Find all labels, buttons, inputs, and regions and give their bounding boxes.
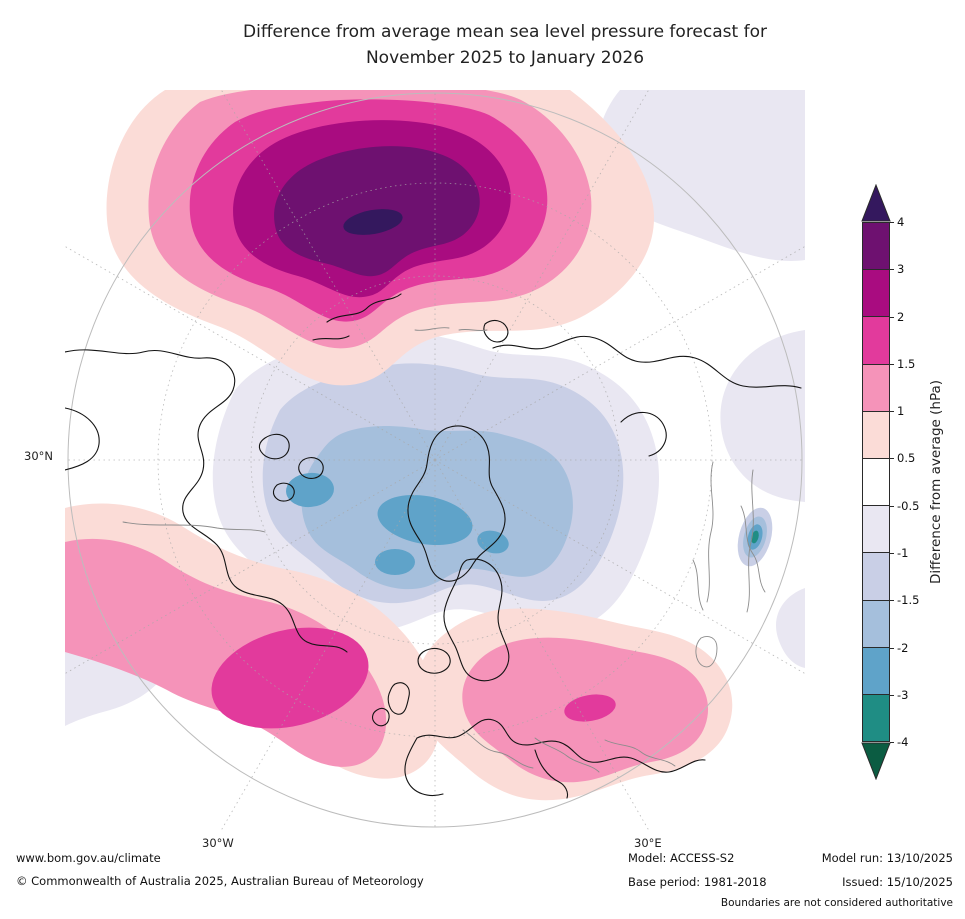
footer-base-period: Base period: 1981-2018 [628, 875, 767, 889]
coast-iceland [417, 647, 451, 674]
country-borders [122, 327, 766, 773]
polar-low-core [377, 494, 473, 546]
colorbar-lower-arrow-shape [861, 742, 891, 780]
footer-disclaimer: Boundaries are not considered authoritat… [720, 897, 953, 909]
colorbar-tick [890, 553, 894, 554]
colorbar-segment [863, 646, 889, 694]
polar-low-core [286, 472, 334, 508]
coast-bering [312, 293, 402, 341]
colorbar-tick [890, 600, 894, 601]
colorbar-tick-label: 2 [897, 310, 905, 324]
colorbar-tick-label: 4 [897, 215, 905, 229]
anomaly-polar-low [212, 332, 660, 632]
colorbar-tick [890, 506, 894, 507]
coast-british-isles [372, 682, 410, 727]
coast-eurasia-arctic [483, 319, 802, 457]
colorbar-segment [863, 223, 889, 270]
polar-low-core [477, 530, 509, 554]
anomaly-mediterranean-high [416, 608, 733, 801]
colorbar-segment [863, 693, 889, 742]
footer-website: www.bom.gov.au/climate [16, 851, 161, 865]
colorbar-segment [863, 599, 889, 647]
longitude-label-30e: 30°E [634, 836, 662, 850]
chart-title-line-1: Difference from average mean sea level p… [243, 22, 767, 42]
lavender-patch-right [720, 330, 805, 502]
colorbar-segment [863, 457, 889, 506]
borders-europe [462, 729, 676, 773]
colorbar-tick [890, 695, 894, 696]
colorbar-tick-label: -1.5 [897, 593, 920, 607]
polar-low-core [375, 549, 415, 575]
longitude-label-30w: 30°W [202, 836, 234, 850]
borders-asia [692, 461, 766, 613]
borders-north-america [122, 521, 266, 533]
colorbar-tick-label: -3 [897, 688, 909, 702]
lavender-patch-right-lower [776, 588, 805, 668]
colorbar-tick [890, 222, 894, 223]
colorbar-tick-label: -4 [897, 735, 909, 749]
polar-low-cores [286, 472, 509, 575]
mediterranean-high-core [564, 694, 616, 722]
caspian-sea [695, 636, 718, 668]
latitude-label-30n: 30°N [24, 449, 53, 463]
colorbar [862, 222, 890, 742]
colorbar-tick [890, 269, 894, 270]
colorbar-tick-label: -0.5 [897, 499, 920, 513]
colorbar-tick-label: -1 [897, 546, 909, 560]
colorbar-title: Difference from average (hPa) [928, 379, 944, 585]
footer-model: Model: ACCESS-S2 [628, 851, 735, 865]
colorbar-tick [890, 648, 894, 649]
anomaly-arctic-high [106, 82, 655, 386]
colorbar-segment [863, 552, 889, 600]
colorbar-segment [863, 363, 889, 411]
coast-arctic-islands [258, 433, 324, 502]
colorbar-tick-label: 3 [897, 262, 905, 276]
chart-title-line-2: November 2025 to January 2026 [365, 48, 645, 68]
colorbar-segment [863, 316, 889, 364]
colorbar-tick-label: 1.5 [897, 357, 916, 371]
colorbar-tick-label: -2 [897, 641, 909, 655]
sea-ice-edge [414, 327, 488, 332]
atlantic-high-core [211, 627, 369, 729]
colorbar-tick-label: 0.5 [897, 451, 916, 465]
coast-north-america [64, 349, 348, 653]
colorbar-tick [890, 458, 894, 459]
colorbar-segment [863, 410, 889, 458]
colorbar-tick [890, 364, 894, 365]
colorbar-tick [890, 317, 894, 318]
colorbar-tick [890, 742, 894, 743]
coast-scandinavia [443, 558, 510, 682]
anomaly-atlantic-high [65, 503, 441, 779]
colorbar-upper-arrow-shape [861, 184, 891, 222]
arctic-high-core [343, 209, 403, 235]
colorbar-lower-extend-arrow [861, 742, 891, 780]
footer-issued: Issued: 15/10/2025 [842, 875, 953, 889]
latitude-circle-30n [67, 92, 803, 828]
footer-model-run: Model run: 13/10/2025 [821, 851, 953, 865]
colorbar-upper-extend-arrow [861, 184, 891, 222]
colorbar-tick-label: 1 [897, 404, 905, 418]
anomaly-russia-low-spot [737, 507, 773, 567]
colorbar-tick [890, 411, 894, 412]
colorbar-segment [863, 505, 889, 553]
footer-copyright: © Commonwealth of Australia 2025, Austra… [16, 874, 424, 888]
russia-low-core [751, 530, 759, 544]
coast-europe-mediterranean [404, 718, 706, 799]
coastlines [64, 293, 802, 799]
colorbar-segment [863, 269, 889, 317]
